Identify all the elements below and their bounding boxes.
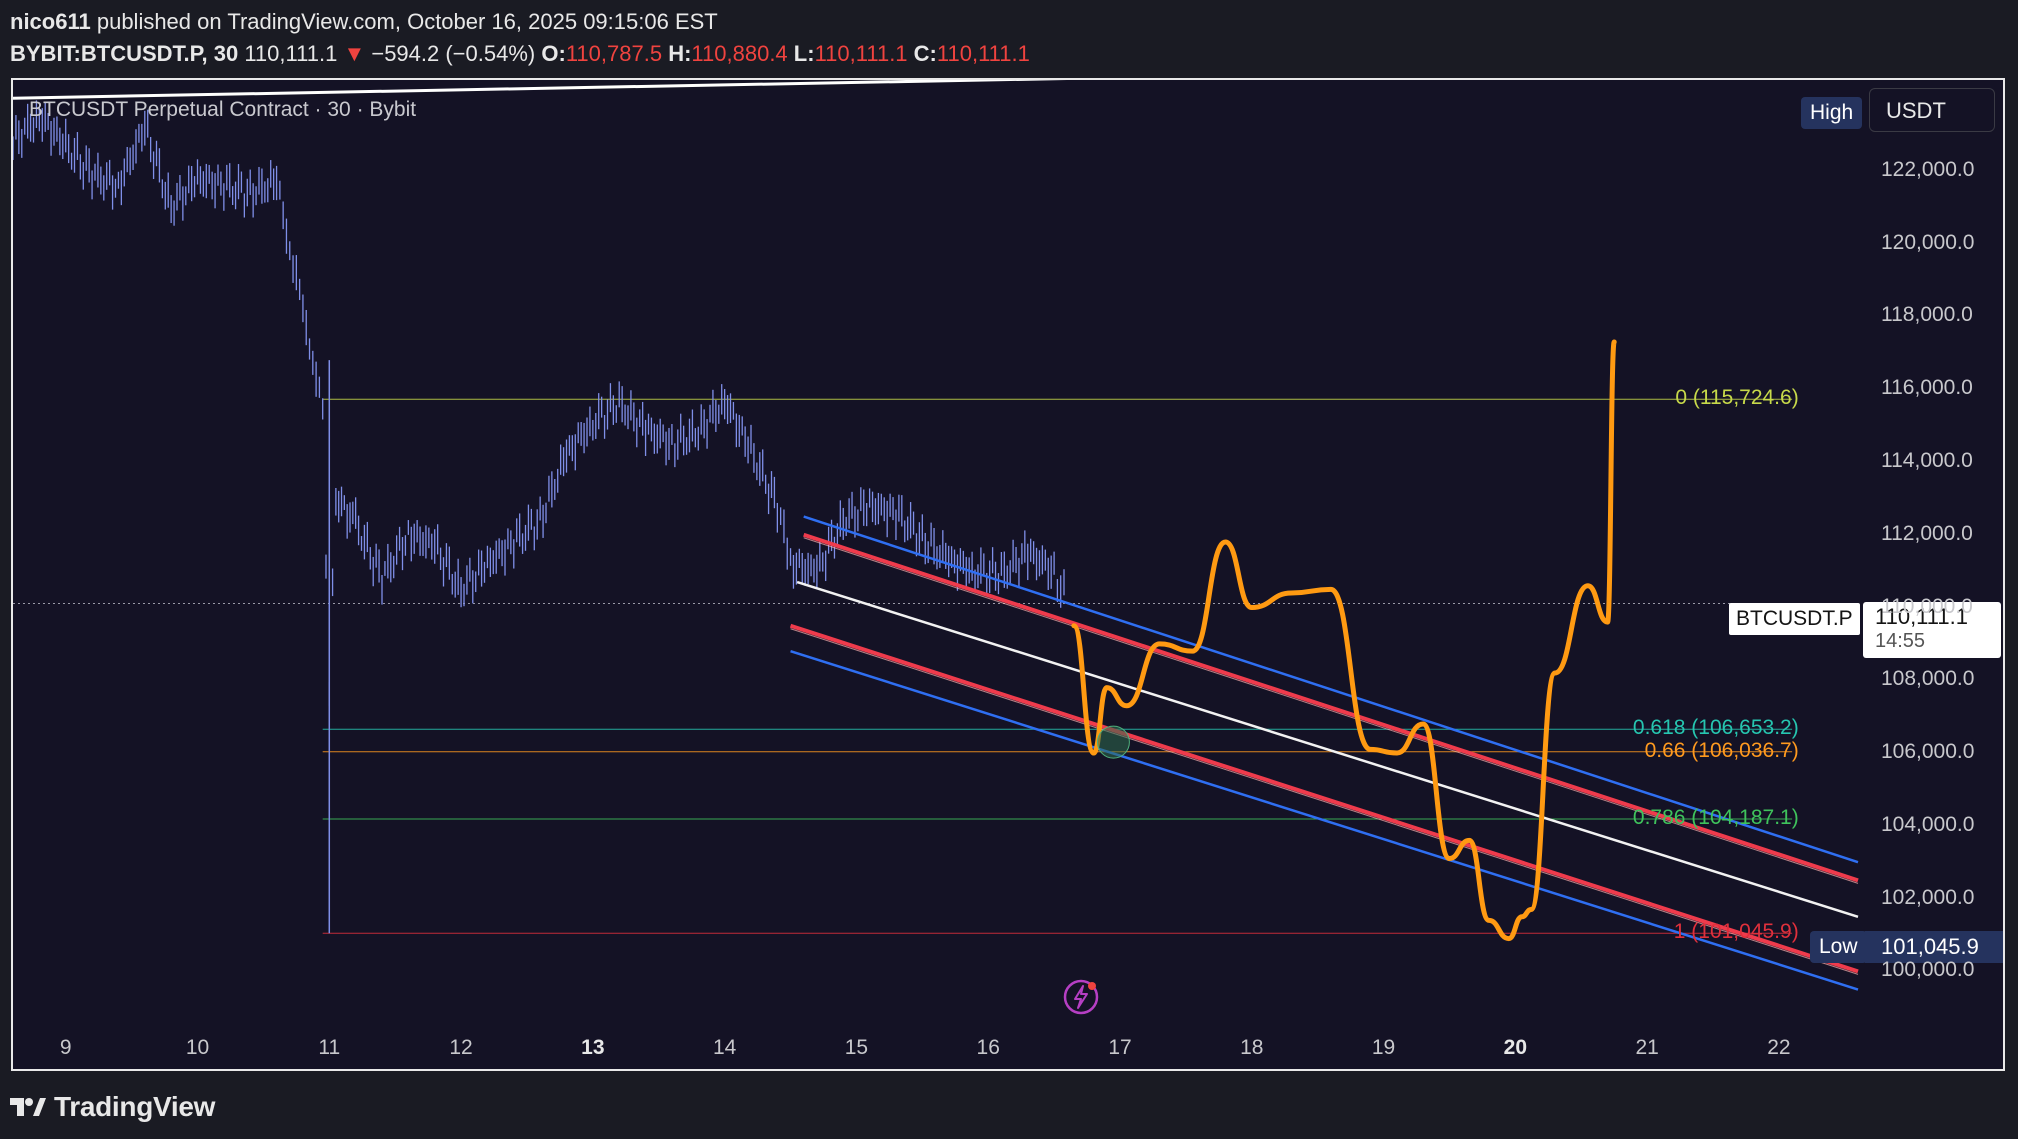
price-tick: 104,000.0 bbox=[1881, 812, 1975, 836]
time-tick: 15 bbox=[844, 1036, 869, 1059]
current-price-label: 110,111.1 14:55 bbox=[1863, 602, 2001, 658]
fib-label-0: 0 (115,724.6) bbox=[1675, 386, 1799, 410]
channel-white-mid bbox=[796, 580, 1859, 918]
time-tick: 14 bbox=[712, 1036, 737, 1059]
price-tick: 118,000.0 bbox=[1881, 303, 1973, 327]
open-label: O: bbox=[541, 41, 566, 66]
close-value: 110,111.1 bbox=[936, 41, 1030, 66]
tradingview-wordmark: TradingView bbox=[54, 1091, 216, 1122]
touch-marker bbox=[1096, 725, 1130, 759]
high-label: H: bbox=[668, 41, 692, 66]
forecast-path bbox=[1071, 339, 1617, 942]
price-change: −594.2 (−0.54%) bbox=[371, 41, 536, 66]
current-price: 110,111.1 bbox=[1875, 604, 1968, 629]
price-tick: 116,000.0 bbox=[1881, 376, 1973, 400]
trendline-top bbox=[13, 80, 1068, 100]
open-value: 110,787.5 bbox=[565, 41, 663, 66]
flash-icon[interactable] bbox=[1062, 978, 1100, 1016]
bar-countdown: 14:55 bbox=[1875, 630, 1926, 652]
time-tick: 21 bbox=[1635, 1036, 1659, 1059]
time-tick: 22 bbox=[1767, 1036, 1791, 1059]
low-label: L: bbox=[793, 41, 815, 66]
tradingview-logo[interactable]: TradingView bbox=[10, 1091, 216, 1122]
price-tick: 112,000.0 bbox=[1881, 521, 1973, 545]
price-tick: 120,000.0 bbox=[1881, 230, 1975, 254]
published-text: published on TradingView.com, October 16… bbox=[96, 9, 718, 34]
channel-blue-upper bbox=[803, 515, 1859, 864]
time-tick: 11 bbox=[318, 1036, 341, 1059]
high-value: 110,880.4 bbox=[691, 41, 788, 66]
down-arrow-icon: ▼ bbox=[343, 41, 366, 66]
low-tag: Low bbox=[1810, 931, 1867, 963]
fib-label-3: 0.786 (104,187.1) bbox=[1632, 806, 1799, 829]
time-tick: 10 bbox=[185, 1036, 210, 1059]
tradingview-logo-icon bbox=[10, 1098, 46, 1116]
time-tick: 9 bbox=[59, 1036, 72, 1059]
symbol-label: BYBIT:BTCUSDT.P, 30 bbox=[10, 41, 239, 66]
channel-red-lower-highlight bbox=[790, 628, 1859, 975]
price-tick: 102,000.0 bbox=[1881, 885, 1975, 909]
low-price-value: 101,045.9 bbox=[1865, 931, 2003, 963]
author-name[interactable]: nico611 bbox=[10, 9, 91, 34]
channel-red-upper-highlight bbox=[803, 537, 1859, 884]
symbol-price-label: BTCUSDT.P bbox=[1729, 603, 1860, 635]
price-tick: 110,000.0 bbox=[1881, 594, 1973, 618]
price-tick: 106,000.0 bbox=[1881, 740, 1975, 764]
close-label: C: bbox=[913, 41, 937, 66]
price-tick: 122,000.0 bbox=[1881, 157, 1975, 181]
time-tick: 12 bbox=[449, 1036, 473, 1059]
high-tag: High bbox=[1801, 97, 1863, 129]
chart-area[interactable]: BTCUSDT Perpetual Contract · 30 · Bybit … bbox=[11, 78, 2005, 1071]
price-tick: 108,000.0 bbox=[1881, 667, 1975, 691]
time-tick: 16 bbox=[976, 1036, 1000, 1059]
price-tick: 114,000.0 bbox=[1881, 449, 1973, 472]
channel-blue-lower bbox=[790, 649, 1859, 991]
time-tick: 18 bbox=[1240, 1036, 1264, 1059]
ohlc-header: BYBIT:BTCUSDT.P, 30 110,111.1 ▼ −594.2 (… bbox=[10, 41, 1030, 67]
price-tick: 100,000.0 bbox=[1881, 958, 1975, 982]
fib-label-4: 1 (101,045.9) bbox=[1673, 920, 1799, 944]
last-price: 110,111.1 bbox=[244, 41, 338, 66]
channel-red-lower bbox=[789, 623, 1859, 974]
low-value: 110,111.1 bbox=[814, 41, 908, 66]
time-tick: 13 bbox=[581, 1036, 605, 1059]
channel-red-upper bbox=[803, 532, 1859, 883]
fib-label-2: 0.66 (106,036.7) bbox=[1644, 738, 1799, 762]
chart-title: BTCUSDT Perpetual Contract · 30 · Bybit bbox=[29, 98, 417, 121]
time-tick: 17 bbox=[1108, 1036, 1132, 1059]
time-tick: 20 bbox=[1503, 1036, 1528, 1059]
currency-selector[interactable]: USDT bbox=[1869, 88, 1995, 132]
publish-header: nico611 published on TradingView.com, Oc… bbox=[10, 9, 718, 35]
time-tick: 19 bbox=[1371, 1036, 1396, 1059]
chart-canvas[interactable] bbox=[13, 80, 2003, 1069]
fib-label-1: 0.618 (106,653.2) bbox=[1632, 716, 1799, 740]
